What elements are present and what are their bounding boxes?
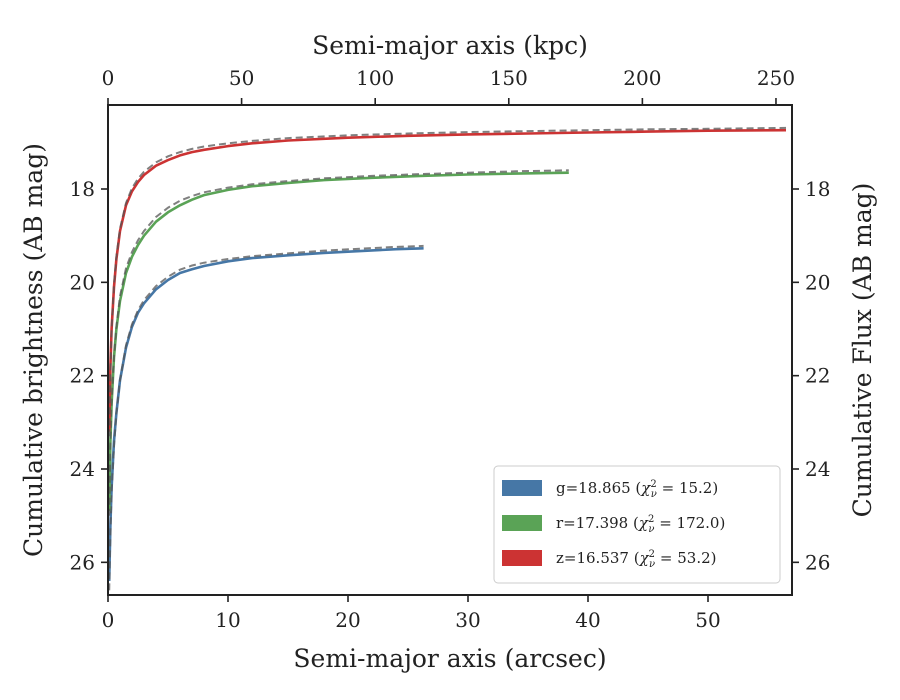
y-tick-label: 20	[70, 270, 95, 294]
model-line-r	[108, 169, 569, 516]
model-line-g	[108, 244, 424, 591]
legend-label-r: r=17.398 (χ2 ν = 172.0)	[556, 514, 725, 535]
y-tick-label: 22	[70, 364, 95, 388]
x-tick-label: 40	[575, 608, 600, 632]
x-top-tick-label: 0	[102, 66, 115, 90]
y-right-axis-title: Cumulative Flux (AB mag)	[848, 183, 877, 518]
x-axis-title: Semi-major axis (arcsec)	[293, 644, 606, 673]
y-tick-label: 18	[70, 177, 95, 201]
y-right-tick-label: 26	[805, 550, 830, 574]
x-top-tick-label: 250	[757, 66, 795, 90]
legend: g=18.865 (χ2 ν = 15.2) r=17.398 (χ2 ν = 172…	[493, 465, 781, 584]
legend-swatch-g	[502, 480, 542, 496]
plot-frame	[107, 104, 793, 596]
series-line-r	[107, 171, 569, 512]
model-line-z	[108, 126, 787, 437]
x-tick-label: 20	[335, 608, 360, 632]
legend-entries: g=18.865 (χ2 ν = 15.2) r=17.398 (χ2 ν = 172…	[502, 479, 725, 570]
y-right-tick-label: 24	[805, 457, 830, 481]
x-top-tick-label: 100	[356, 66, 394, 90]
x-tick-label: 0	[102, 608, 115, 632]
legend-frame	[493, 465, 781, 584]
series-line-g	[107, 247, 424, 582]
legend-swatch-r	[502, 515, 542, 531]
legend-label-z: z=16.537 (χ2 ν = 53.2)	[556, 549, 717, 570]
ticks-layer: 0 10 20 30 40 50 0 50 100 150 200 250 18 18 20 20 22 22 24…	[70, 66, 831, 632]
x-top-tick-label: 200	[623, 66, 661, 90]
legend-label-g: g=18.865 (χ2 ν = 15.2)	[556, 479, 718, 500]
y-tick-label: 26	[70, 550, 95, 574]
series-layer	[107, 126, 787, 591]
x-tick-label: 10	[215, 608, 240, 632]
x-top-axis-title: Semi-major axis (kpc)	[312, 31, 588, 60]
x-top-tick-label: 50	[229, 66, 254, 90]
y-tick-label: 24	[70, 457, 95, 481]
y-right-tick-label: 18	[805, 177, 830, 201]
y-right-tick-label: 20	[805, 270, 830, 294]
x-top-tick-label: 150	[490, 66, 528, 90]
x-tick-label: 30	[455, 608, 480, 632]
y-axis-title: Cumulative brightness (AB mag)	[19, 143, 48, 557]
y-right-tick-label: 22	[805, 364, 830, 388]
legend-swatch-z	[502, 550, 542, 566]
x-tick-label: 50	[695, 608, 720, 632]
